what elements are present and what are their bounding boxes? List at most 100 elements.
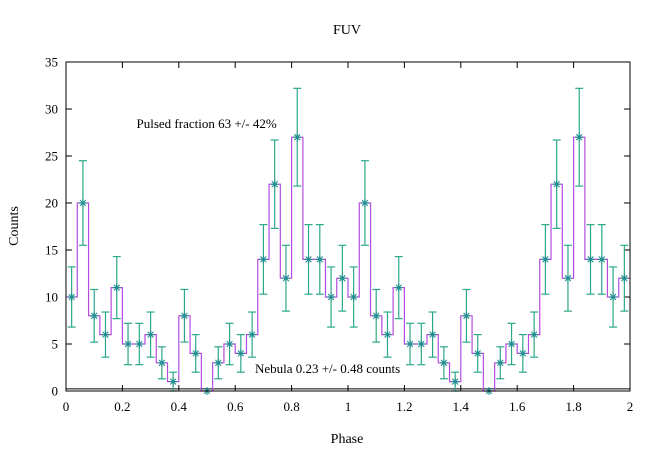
data-point [518,349,527,358]
error-bars [67,87,629,392]
data-point [372,311,381,320]
marker-stroke [609,293,617,301]
data-point [439,358,448,367]
marker-stroke [575,133,583,141]
data-point [620,274,629,283]
marker-stroke [158,359,166,367]
marker-stroke [68,293,75,301]
marker-stroke [519,350,527,357]
data-point [383,330,392,339]
data-point [338,274,347,283]
data-point [225,340,234,348]
marker-stroke [463,312,470,320]
data-point [417,340,426,348]
marker-stroke [339,274,346,282]
data-point [575,133,584,142]
x-tick-label: 2 [627,399,634,414]
marker-stroke [598,256,606,263]
marker-stroke [192,350,199,357]
data-point [169,377,178,386]
pulsed-fraction-annotation: Pulsed fraction 63 +/- 42% [137,116,277,131]
axes-ticks: 0 0.2 0.4 0.6 0.8 1 1.2 1.4 1.6 1.8 20510152025303… [45,55,633,415]
data-point [349,293,358,301]
data-point [90,311,99,320]
marker-stroke [418,340,425,348]
data-point [530,330,539,339]
marker-stroke [271,180,278,188]
data-point [135,340,144,348]
marker-stroke [474,350,481,357]
marker-stroke [553,180,560,188]
marker-stroke [260,256,267,263]
marker-stroke [429,331,436,338]
marker-stroke [282,274,290,282]
marker-stroke [169,378,177,385]
data-point [462,311,471,320]
marker-stroke [621,274,628,282]
marker-stroke [124,340,132,348]
y-axis-label: Counts [7,206,22,246]
data-point [552,180,561,189]
marker-stroke [372,312,380,320]
y-tick-label: 25 [45,149,58,164]
x-tick-label: 0.2 [114,399,130,414]
data-point [180,311,189,320]
marker-stroke [90,312,98,320]
data-point [281,274,290,283]
x-tick-label: 0.8 [283,399,299,414]
y-tick-label: 0 [52,384,59,399]
data-point [451,377,460,386]
x-axis-label: Phase [331,432,364,447]
marker-stroke [136,340,143,348]
marker-stroke [248,331,256,338]
marker-stroke [587,256,594,263]
marker-stroke [215,359,222,367]
x-tick-label: 1.6 [509,399,526,414]
marker-stroke [395,284,403,291]
nebula-annotation: Nebula 0.23 +/- 0.48 counts [255,361,400,376]
marker-stroke [440,359,448,367]
marker-stroke [113,284,121,291]
x-tick-label: 1.2 [396,399,412,414]
data-point [496,358,505,367]
data-point [473,349,482,358]
y-tick-label: 30 [45,102,58,117]
x-tick-label: 0.4 [171,399,188,414]
marker-stroke [542,256,549,263]
data-point [248,330,257,339]
data-point [214,358,223,367]
x-tick-label: 1.8 [565,399,581,414]
marker-stroke [226,340,233,348]
x-tick-label: 1.4 [453,399,470,414]
data-point [293,133,302,142]
data-point [78,199,87,207]
marker-stroke [316,256,324,263]
y-tick-label: 35 [45,55,58,70]
chart-title: FUV [333,23,361,38]
data-point [394,283,403,292]
y-tick-label: 5 [52,337,59,352]
data-point [259,255,268,264]
marker-stroke [497,359,504,367]
y-tick-label: 20 [45,196,58,211]
plot-frame [65,61,631,392]
data-point [124,340,133,348]
data-point [609,293,618,301]
marker-stroke [102,331,109,338]
data-point [315,255,324,264]
marker-stroke [181,312,188,320]
data-point [428,330,437,339]
marker-stroke [530,331,538,338]
data-point [507,340,516,348]
data-point [112,283,121,292]
data-point [101,330,110,339]
marker-stroke [293,133,301,141]
data-point [406,340,415,348]
marker-stroke [406,340,414,348]
y-tick-label: 15 [45,243,58,258]
data-point [586,255,595,264]
data-point [270,180,279,189]
data-point [360,199,369,207]
data-markers [67,133,629,395]
